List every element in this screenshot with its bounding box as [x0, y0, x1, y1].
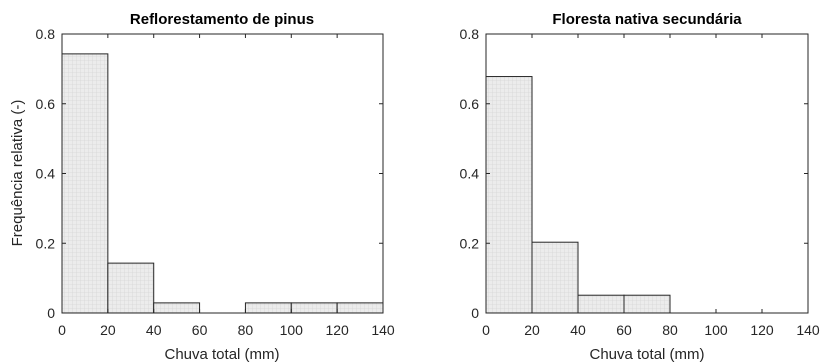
histogram-bar [531, 241, 579, 314]
chart-title: Floresta nativa secundária [552, 11, 742, 28]
x-tick-label: 120 [750, 322, 774, 338]
y-tick-label: 0.2 [460, 235, 480, 251]
tick-group: 0 20 40 60 80 100 120 140 0 0.2 0.4 0.6 0.8 [460, 26, 820, 338]
x-tick-label: 140 [371, 322, 395, 338]
x-tick-label: 40 [146, 322, 162, 338]
x-tick-label: 20 [524, 322, 540, 338]
y-tick-label: 0 [471, 305, 479, 321]
histogram-bar [623, 294, 671, 314]
histogram-bar [244, 302, 292, 314]
histogram-bar [61, 53, 109, 314]
x-tick-label: 80 [662, 322, 678, 338]
y-tick-label: 0.6 [460, 96, 480, 112]
x-axis-label: Chuva total (mm) [164, 346, 279, 363]
histogram-bar [577, 294, 625, 314]
histogram-bar [153, 302, 201, 314]
y-tick-label: 0.8 [36, 26, 56, 42]
y-tick-label: 0.2 [36, 235, 56, 251]
x-tick-label: 80 [238, 322, 254, 338]
x-tick-label: 100 [704, 322, 728, 338]
x-tick-label: 0 [482, 322, 490, 338]
y-tick-label: 0 [47, 305, 55, 321]
histogram-bar [290, 302, 338, 314]
histogram-bar [485, 76, 533, 314]
x-tick-label: 140 [796, 322, 820, 338]
x-tick-label: 20 [100, 322, 116, 338]
histogram-bar [336, 302, 384, 314]
chart-title: Reflorestamento de pinus [130, 11, 314, 28]
y-tick-label: 0.8 [460, 26, 480, 42]
x-axis-label: Chuva total (mm) [589, 346, 704, 363]
bar-group [61, 53, 384, 314]
histogram-bar [107, 262, 155, 314]
chart-panel-pinus: Reflorestamento de pinus Frequência rela… [9, 11, 395, 363]
y-tick-label: 0.6 [36, 96, 56, 112]
x-tick-label: 0 [58, 322, 66, 338]
tick-group: 0 20 40 60 80 100 120 140 0 0.2 0.4 0.6 0.8 [36, 26, 395, 338]
x-tick-label: 60 [192, 322, 208, 338]
chart-panel-nativa: Floresta nativa secundária Chuva total (… [460, 11, 820, 363]
x-tick-label: 40 [570, 322, 586, 338]
axes-frame [485, 33, 809, 314]
x-tick-label: 120 [325, 322, 349, 338]
x-tick-label: 60 [616, 322, 632, 338]
y-axis-label: Frequência relativa (-) [9, 100, 26, 247]
x-tick-label: 100 [280, 322, 304, 338]
axes-frame [61, 33, 384, 314]
y-tick-label: 0.4 [460, 166, 480, 182]
y-tick-label: 0.4 [36, 166, 56, 182]
bar-group [485, 76, 808, 314]
